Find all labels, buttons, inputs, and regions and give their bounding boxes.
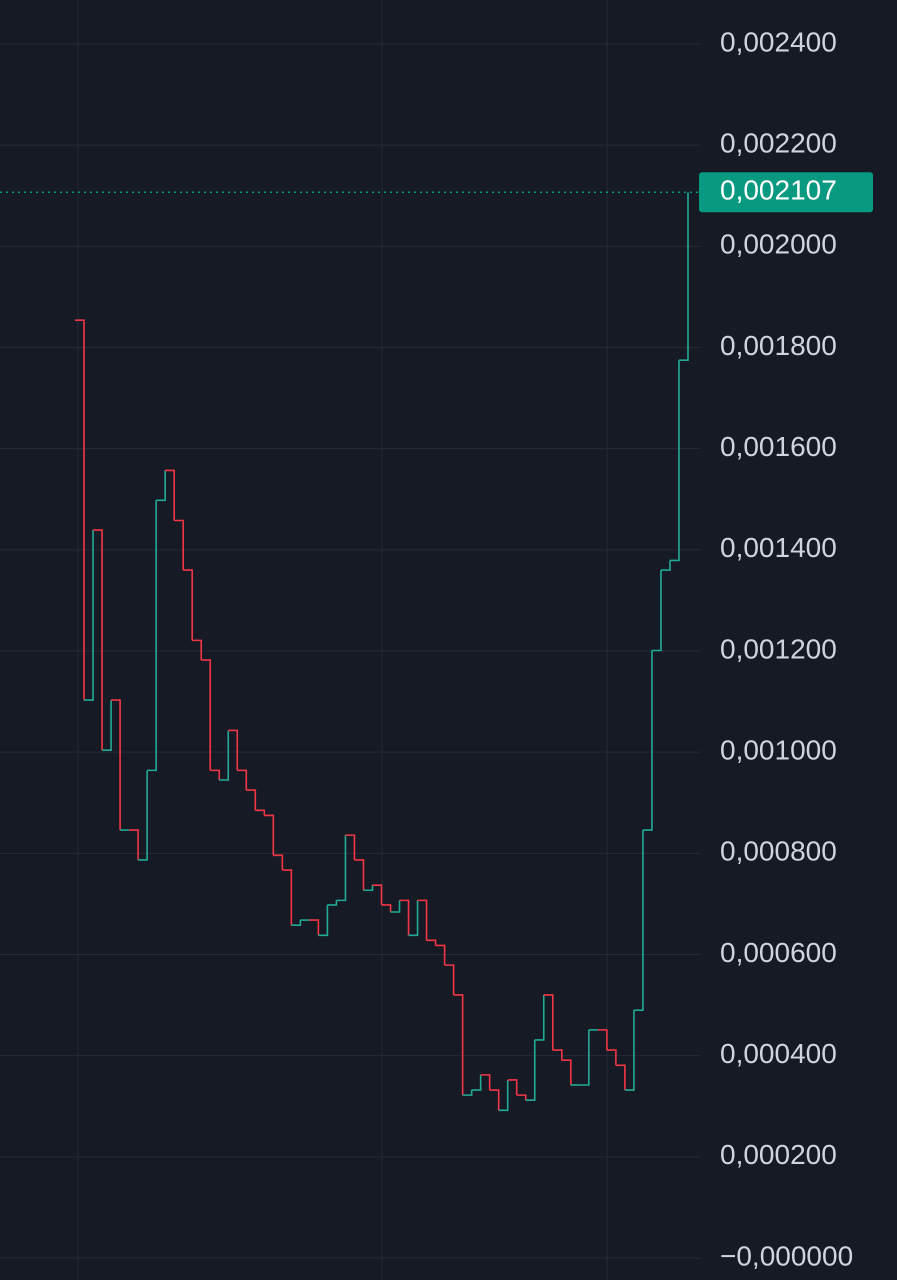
price-segment <box>426 939 437 946</box>
y-tick-label: 0,002000 <box>720 229 837 260</box>
price-segment <box>552 1049 563 1061</box>
y-tick-label: −0,000000 <box>720 1240 853 1271</box>
price-segment <box>345 834 356 860</box>
price-segment <box>255 809 266 816</box>
price-segment <box>480 1074 491 1091</box>
price-segment <box>606 1049 617 1066</box>
price-segment <box>291 920 302 926</box>
price-segment <box>561 1059 572 1086</box>
y-tick-label: 0,000400 <box>720 1038 837 1069</box>
y-tick-label: 0,000200 <box>720 1139 837 1170</box>
y-tick-label: 0,001200 <box>720 633 837 664</box>
price-segment <box>129 829 139 860</box>
price-segment <box>264 814 275 856</box>
price-segment <box>516 1094 527 1101</box>
price-segment <box>534 994 545 1041</box>
price-segment <box>444 964 455 995</box>
price-segment <box>678 192 689 361</box>
price-segment <box>282 869 293 926</box>
price-segment <box>615 1064 626 1091</box>
price-segment <box>75 319 85 701</box>
price-segment <box>435 944 446 966</box>
y-tick-label: 0,001400 <box>720 532 837 563</box>
price-segment <box>318 904 329 937</box>
y-tick-label: 0,002200 <box>720 128 837 159</box>
price-segment <box>525 1039 536 1101</box>
price-segment <box>453 994 464 1096</box>
price-segment <box>102 700 112 751</box>
price-segment <box>507 1079 518 1096</box>
price-segment <box>543 994 554 1051</box>
price-segment <box>192 639 203 661</box>
y-tick-label: 0,000800 <box>720 836 837 867</box>
price-segment <box>246 789 257 811</box>
price-segment <box>219 730 230 781</box>
price-segment <box>174 519 184 571</box>
price-segment <box>642 650 653 831</box>
price-segment <box>147 500 157 772</box>
price-segment <box>84 530 94 701</box>
price-segment <box>363 885 374 892</box>
price-segment <box>336 835 347 902</box>
price-segment <box>210 769 221 780</box>
price-segment <box>633 830 644 1011</box>
price-segment <box>138 770 148 861</box>
price-segment <box>201 659 212 771</box>
y-tick-label: 0,000600 <box>720 937 837 968</box>
price-segment <box>111 699 121 831</box>
price-segment <box>381 904 392 913</box>
price-segment <box>93 529 103 751</box>
price-segment <box>237 769 248 791</box>
price-segment <box>156 470 166 502</box>
price-segment <box>471 1074 482 1091</box>
price-segment <box>660 560 671 571</box>
price-segment <box>354 859 365 891</box>
y-tick-label: 0,001600 <box>720 431 837 462</box>
price-segment <box>399 899 410 936</box>
price-segment <box>408 900 419 937</box>
y-tick-label: 0,002400 <box>720 26 837 57</box>
price-segment <box>597 1029 608 1051</box>
price-segment <box>372 884 383 905</box>
price-segment <box>327 900 338 906</box>
price-segment <box>417 899 428 941</box>
price-segment <box>624 1010 635 1091</box>
price-segment <box>498 1079 509 1112</box>
price-segment <box>273 854 284 871</box>
price-segment <box>183 569 193 641</box>
price-segment <box>165 469 175 521</box>
last-price-tag <box>699 172 873 213</box>
y-tick-label: 0,001800 <box>720 330 837 361</box>
price-segment <box>651 570 662 652</box>
y-tick-label: 0,001000 <box>720 735 837 766</box>
price-segment <box>228 729 239 771</box>
price-segment <box>489 1089 500 1111</box>
price-segment <box>309 919 320 936</box>
last-price-label: 0,002107 <box>720 175 837 206</box>
price-segment <box>462 1090 473 1096</box>
price-segment <box>390 900 401 913</box>
price-segment <box>579 1029 590 1086</box>
price-segment <box>669 360 680 562</box>
